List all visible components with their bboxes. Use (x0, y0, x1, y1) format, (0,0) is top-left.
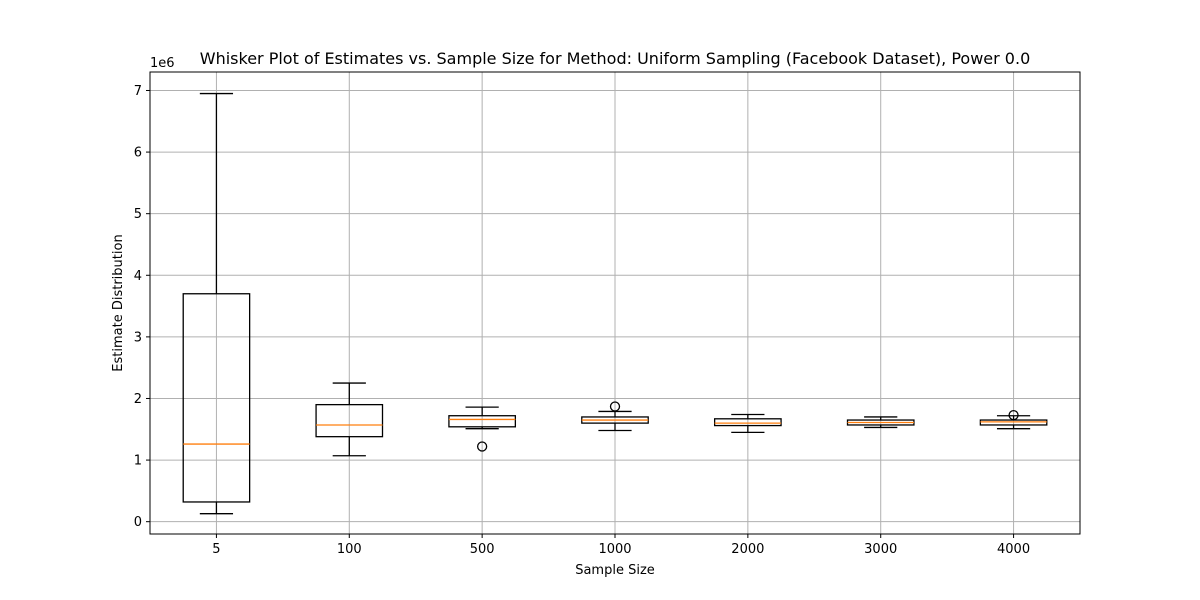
box-100 (315, 382, 384, 457)
y-tick-label: 3 (134, 330, 142, 345)
x-tick-label: 4000 (997, 542, 1030, 557)
x-tick-label: 2000 (731, 542, 764, 557)
boxes (182, 92, 1048, 515)
y-tick-label: 1 (134, 454, 142, 469)
box-500 (448, 406, 517, 452)
y-axis-label: Estimate Distribution (111, 234, 126, 371)
outlier-point (476, 441, 488, 452)
y-scale-offset-label: 1e6 (150, 56, 175, 71)
y-tick-label: 0 (134, 515, 142, 530)
x-axis-label: Sample Size (575, 563, 655, 578)
x-tick-label: 100 (337, 542, 362, 557)
x-tick-label: 5 (212, 542, 220, 557)
box-3000 (846, 416, 915, 429)
y-tick-label: 2 (134, 392, 142, 407)
iqr-box (182, 293, 251, 503)
y-tick-label: 7 (134, 84, 142, 99)
box-2000 (713, 413, 782, 434)
chart-title: Whisker Plot of Estimates vs. Sample Siz… (200, 49, 1031, 68)
x-tick-label: 3000 (864, 542, 897, 557)
iqr-box (713, 418, 782, 427)
iqr-box (315, 403, 384, 438)
box-5 (182, 92, 251, 515)
y-tick-label: 5 (134, 207, 142, 222)
outlier-point (1008, 409, 1019, 421)
x-tick-label: 1000 (598, 542, 631, 557)
y-tick-label: 4 (134, 269, 142, 284)
ticks: 0 1 2 3 4 5 6 7 5 100 500 1000 2000 3000 4000 (134, 84, 1030, 557)
box-1000 (581, 401, 649, 432)
box-4000 (979, 409, 1048, 430)
y-tick-label: 6 (134, 146, 142, 161)
x-tick-label: 500 (470, 542, 495, 557)
iqr-box (448, 415, 517, 428)
outlier-point (609, 401, 621, 412)
